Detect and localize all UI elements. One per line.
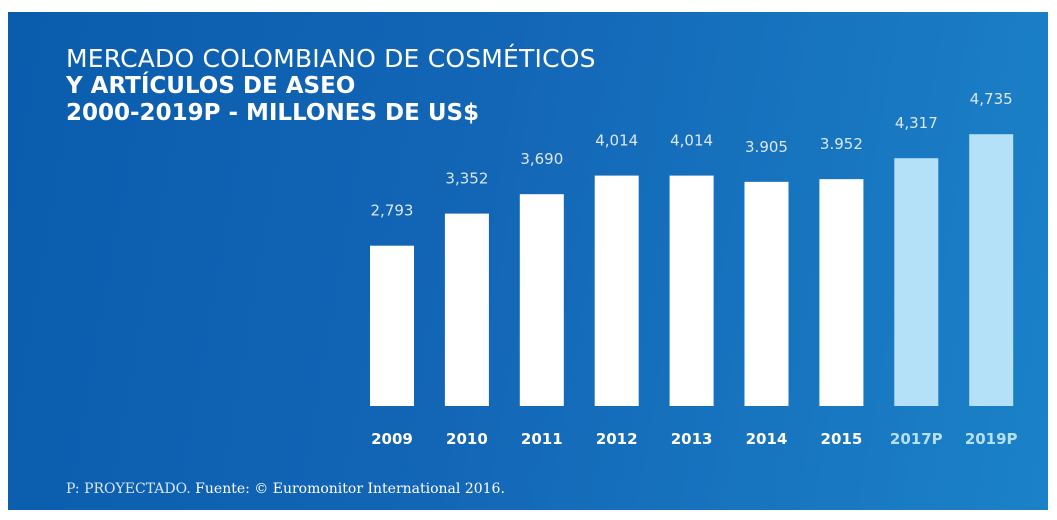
footnote-prefix: P: PROYECTADO. (66, 481, 191, 497)
bar-2012 (594, 175, 639, 406)
bar-2014 (744, 181, 789, 406)
value-label: 4,014 (670, 132, 713, 150)
value-label: 3,690 (520, 150, 563, 168)
chart-panel: MERCADO COLOMBIANO DE COSMÉTICOS Y ARTÍC… (8, 12, 1048, 510)
chart-title: MERCADO COLOMBIANO DE COSMÉTICOS Y ARTÍC… (66, 44, 596, 127)
value-label: 4,014 (595, 132, 638, 150)
category-label: 2017P (890, 430, 943, 448)
footnote-source: Fuente: © Euromonitor International 2016… (195, 481, 505, 497)
category-label: 2014 (746, 430, 788, 448)
value-label: 3.952 (820, 135, 863, 153)
category-label: 2013 (671, 430, 713, 448)
category-label: 2011 (521, 430, 563, 448)
category-label: 2012 (596, 430, 638, 448)
footnote: P: PROYECTADO. Fuente: © Euromonitor Int… (66, 481, 505, 497)
value-label: 2,793 (371, 202, 414, 220)
bar-2015 (819, 179, 864, 406)
value-label: 4,317 (895, 114, 938, 132)
value-label: 3.905 (745, 138, 788, 156)
title-line-3: 2000-2019P - MILLONES DE US$ (66, 100, 480, 126)
title-line-2: Y ARTÍCULOS DE ASEO (66, 73, 356, 99)
bar-chart: 2,793 2009 3,352 2010 3,690 2011 4,014 2012 4,01… (370, 90, 1018, 448)
category-label: 2015 (821, 430, 863, 448)
bar-2009 (370, 245, 414, 406)
bar-2019p (969, 134, 1014, 406)
value-label: 3,352 (445, 170, 488, 188)
category-label: 2010 (446, 430, 488, 448)
bar-2010 (444, 213, 489, 406)
category-label: 2019P (965, 430, 1018, 448)
bar-2011 (519, 194, 564, 406)
value-label: 4,735 (970, 90, 1013, 108)
category-label: 2009 (371, 430, 413, 448)
title-line-1: MERCADO COLOMBIANO DE COSMÉTICOS (66, 44, 596, 73)
bar-2017p (894, 158, 939, 406)
bar-2013 (669, 175, 714, 406)
